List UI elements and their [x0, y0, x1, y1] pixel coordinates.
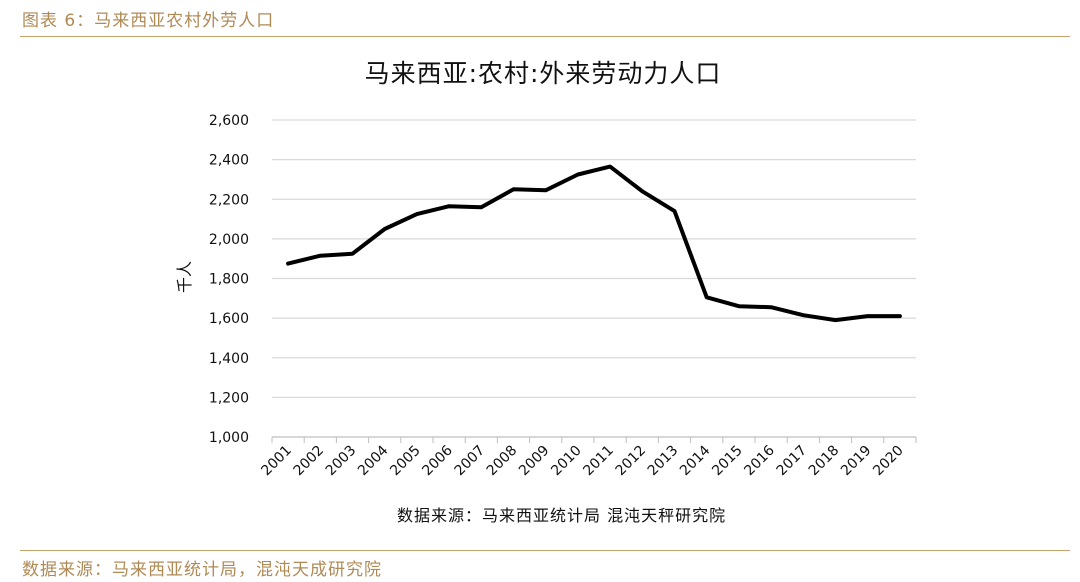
x-tick-label: 2013 [645, 443, 682, 480]
chart-title: 马来西亚:农村:外来劳动力人口 [365, 59, 722, 88]
x-tick-label: 2007 [452, 443, 489, 480]
y-axis-label: 千人 [175, 261, 194, 293]
x-tick-label: 2002 [291, 443, 328, 480]
x-tick-labels: 2001200220032004200520062007200820092010… [258, 442, 906, 479]
x-tick-label: 2004 [355, 442, 392, 479]
line-chart: 马来西亚:农村:外来劳动力人口 1,000 1,200 1,400 1,600 1,80… [175, 59, 917, 525]
x-tick-label: 2019 [838, 443, 875, 480]
gridlines [272, 119, 916, 398]
x-tick-label: 2016 [741, 442, 778, 479]
y-tick-label: 1,600 [209, 311, 249, 327]
x-tick-label: 2012 [613, 443, 650, 480]
x-tick-label: 2008 [484, 443, 521, 480]
x-tick-label: 2018 [806, 443, 843, 480]
series-lines [286, 164, 902, 323]
figure-caption: 图表 6：马来西亚农村外劳人口 [22, 11, 275, 31]
y-tick-label: 2,600 [209, 113, 249, 129]
x-tick-label: 2014 [677, 442, 714, 479]
x-tick-label: 2001 [258, 443, 295, 480]
top-rule [20, 36, 1070, 37]
y-tick-label: 1,800 [209, 272, 249, 288]
chart-source-note: 数据来源：马来西亚统计局 混沌天秤研究院 [397, 506, 726, 525]
y-tick-label: 1,000 [209, 430, 249, 446]
x-tick-label: 2010 [548, 443, 585, 480]
bottom-rule [20, 550, 1070, 551]
x-tick-label: 2015 [709, 443, 746, 480]
y-tick-label: 2,200 [209, 192, 249, 208]
y-tick-label: 1,200 [209, 390, 249, 406]
y-tick-label: 1,400 [209, 351, 249, 367]
x-tick-label: 2011 [580, 443, 617, 480]
x-tick-label: 2009 [516, 443, 553, 480]
figure-source: 数据来源：马来西亚统计局，混沌天成研究院 [22, 560, 382, 580]
y-tick-label: 2,400 [209, 153, 249, 169]
x-tick-label: 2003 [323, 443, 360, 480]
series-line [286, 164, 902, 323]
axes [271, 436, 917, 443]
x-tick-label: 2020 [870, 443, 907, 480]
y-tick-label: 2,000 [209, 232, 249, 248]
x-tick-label: 2006 [419, 442, 456, 479]
y-tick-labels: 1,000 1,200 1,400 1,600 1,800 2,000 2,200 2,400… [209, 113, 249, 446]
x-tick-label: 2017 [774, 443, 811, 480]
x-tick-label: 2005 [387, 443, 424, 480]
